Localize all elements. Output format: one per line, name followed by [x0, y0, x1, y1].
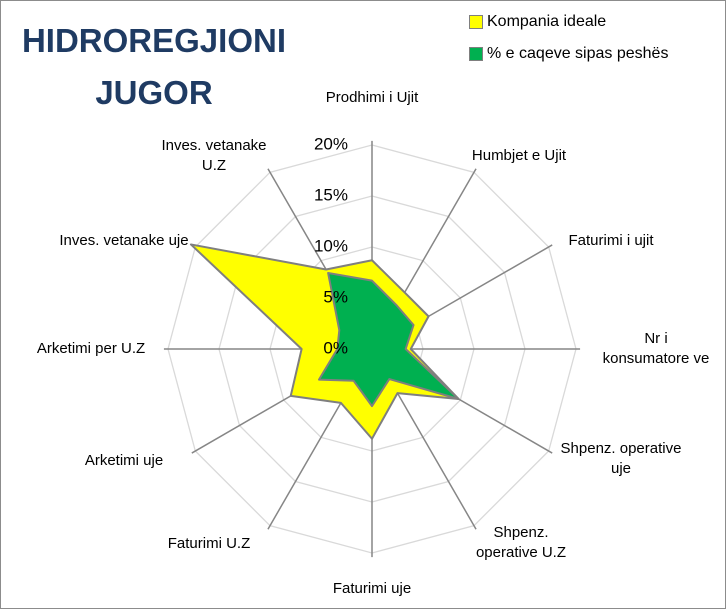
legend-item: Kompania ideale [469, 13, 606, 31]
category-label: Faturimi uje [332, 580, 412, 597]
legend-label: % e caqeve sipas peshës [487, 45, 669, 62]
legend-swatch [469, 15, 483, 29]
r-tick-label: 0% [323, 338, 348, 357]
legend-swatch [469, 47, 483, 61]
category-label: Arketimi per U.Z [36, 340, 146, 357]
category-label: Nr i konsumatore ve [602, 330, 710, 367]
category-label: Prodhimi i Ujit [325, 89, 419, 106]
category-label: Inves. vetanake U.Z [161, 137, 267, 174]
r-tick-label: 10% [314, 236, 348, 255]
category-label: Shpenz. operative U.Z [475, 524, 567, 561]
r-tick-label: 20% [314, 134, 348, 153]
category-label: Arketimi uje [84, 452, 164, 469]
category-label: Inves. vetanake uje [59, 232, 189, 249]
r-tick-label: 5% [323, 287, 348, 306]
category-label: Humbjet e Ujit [471, 147, 567, 164]
series-area [189, 243, 460, 440]
chart-title: HIDROREGJIONI JUGOR [21, 22, 287, 111]
legend-label: Kompania ideale [487, 13, 607, 30]
r-tick-label: 15% [314, 185, 348, 204]
legend-item: % e caqeve sipas peshës [469, 45, 668, 63]
series-area [317, 272, 460, 408]
category-label: Shpenz. operative uje [560, 440, 682, 477]
category-label: Faturimi i ujit [568, 232, 654, 249]
category-label: Faturimi U.Z [167, 535, 251, 552]
